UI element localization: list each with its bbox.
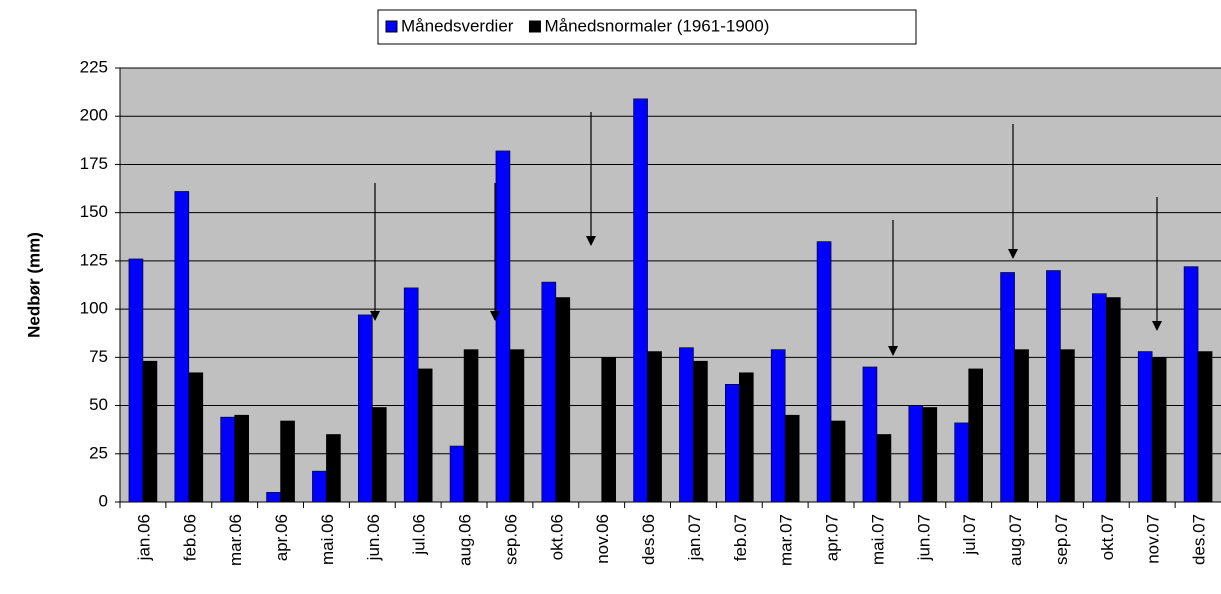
bar: [1000, 272, 1015, 503]
x-tick-label: sep.07: [1052, 514, 1071, 565]
bar: [312, 470, 327, 503]
bar: [128, 258, 144, 503]
bar: [358, 314, 373, 503]
legend-box: [377, 9, 917, 45]
x-tick-label: mar.06: [226, 514, 245, 566]
bar: [633, 98, 648, 503]
x-tick-label: aug.06: [456, 514, 475, 566]
legend-swatch: [528, 20, 541, 33]
bar: [679, 347, 694, 503]
x-tick-label: sep.06: [501, 514, 520, 565]
bar: [954, 422, 969, 503]
x-tick-label: feb.06: [180, 514, 199, 561]
bar: [280, 420, 295, 503]
bar: [142, 360, 158, 503]
x-tick-label: des.06: [639, 514, 658, 565]
bar: [1151, 357, 1167, 503]
y-tick-label: 225: [80, 57, 108, 76]
x-tick-label: okt.07: [1098, 514, 1117, 560]
x-tick-label: jan.07: [685, 514, 704, 561]
bar: [555, 297, 571, 503]
bar: [1137, 351, 1153, 503]
bar: [234, 414, 249, 503]
bar: [1046, 270, 1061, 503]
x-tick-label: aug.07: [1006, 514, 1025, 566]
bar: [922, 407, 938, 503]
bar: [509, 349, 525, 503]
x-tick-label: jul.06: [410, 514, 429, 556]
bar: [876, 434, 892, 503]
bar: [495, 150, 511, 503]
legend-label: Månedsnormaler (1961-1900): [544, 16, 769, 35]
x-tick-label: nov.06: [593, 514, 612, 564]
bar: [220, 416, 235, 503]
bar: [693, 360, 708, 503]
bar: [1106, 297, 1121, 503]
plot-area: [120, 68, 1221, 502]
bar: [449, 445, 465, 503]
x-tick-label: okt.06: [547, 514, 566, 560]
legend-label: Månedsverdier: [401, 16, 514, 35]
bar: [403, 287, 419, 503]
legend-swatch: [385, 20, 398, 33]
bar: [647, 351, 662, 503]
bar: [1014, 349, 1029, 503]
bar: [463, 349, 479, 503]
bar: [725, 384, 740, 503]
bar: [601, 357, 616, 503]
x-tick-label: apr.07: [823, 514, 842, 561]
y-tick-label: 75: [89, 347, 108, 366]
y-tick-label: 200: [80, 106, 108, 125]
bar: [188, 372, 204, 503]
bar: [1092, 293, 1107, 503]
x-tick-label: nov.07: [1144, 514, 1163, 564]
bar: [770, 349, 786, 503]
x-tick-label: des.07: [1190, 514, 1209, 565]
bar: [326, 434, 341, 503]
bar: [830, 420, 846, 503]
x-tick-label: mar.07: [777, 514, 796, 566]
bar: [174, 191, 190, 503]
y-tick-label: 50: [89, 395, 108, 414]
y-tick-label: 25: [89, 443, 108, 462]
x-tick-label: jun.06: [364, 514, 383, 561]
y-tick-label: 125: [80, 250, 108, 269]
bar: [908, 405, 924, 503]
bar: [784, 414, 800, 503]
y-tick-label: 0: [99, 491, 108, 510]
x-tick-label: feb.07: [731, 514, 750, 561]
x-tick-label: jul.07: [960, 514, 979, 556]
x-tick-label: apr.06: [272, 514, 291, 561]
x-tick-label: mai.07: [868, 514, 887, 565]
bar: [968, 368, 983, 503]
x-tick-label: jun.07: [914, 514, 933, 561]
y-tick-label: 150: [80, 202, 108, 221]
bar: [372, 407, 387, 503]
bar: [1183, 266, 1199, 503]
x-tick-label: mai.06: [318, 514, 337, 565]
bar: [816, 241, 832, 503]
bar: [417, 368, 433, 503]
bar: [1197, 351, 1213, 503]
x-tick-label: jan.06: [134, 514, 153, 561]
bar: [739, 372, 754, 503]
bar: [1060, 349, 1075, 503]
bar: [862, 366, 878, 503]
y-tick-label: 175: [80, 154, 108, 173]
y-axis-label: Nedbør (mm): [24, 232, 43, 338]
bar: [541, 281, 557, 503]
bar: [266, 492, 281, 503]
y-tick-label: 100: [80, 299, 108, 318]
